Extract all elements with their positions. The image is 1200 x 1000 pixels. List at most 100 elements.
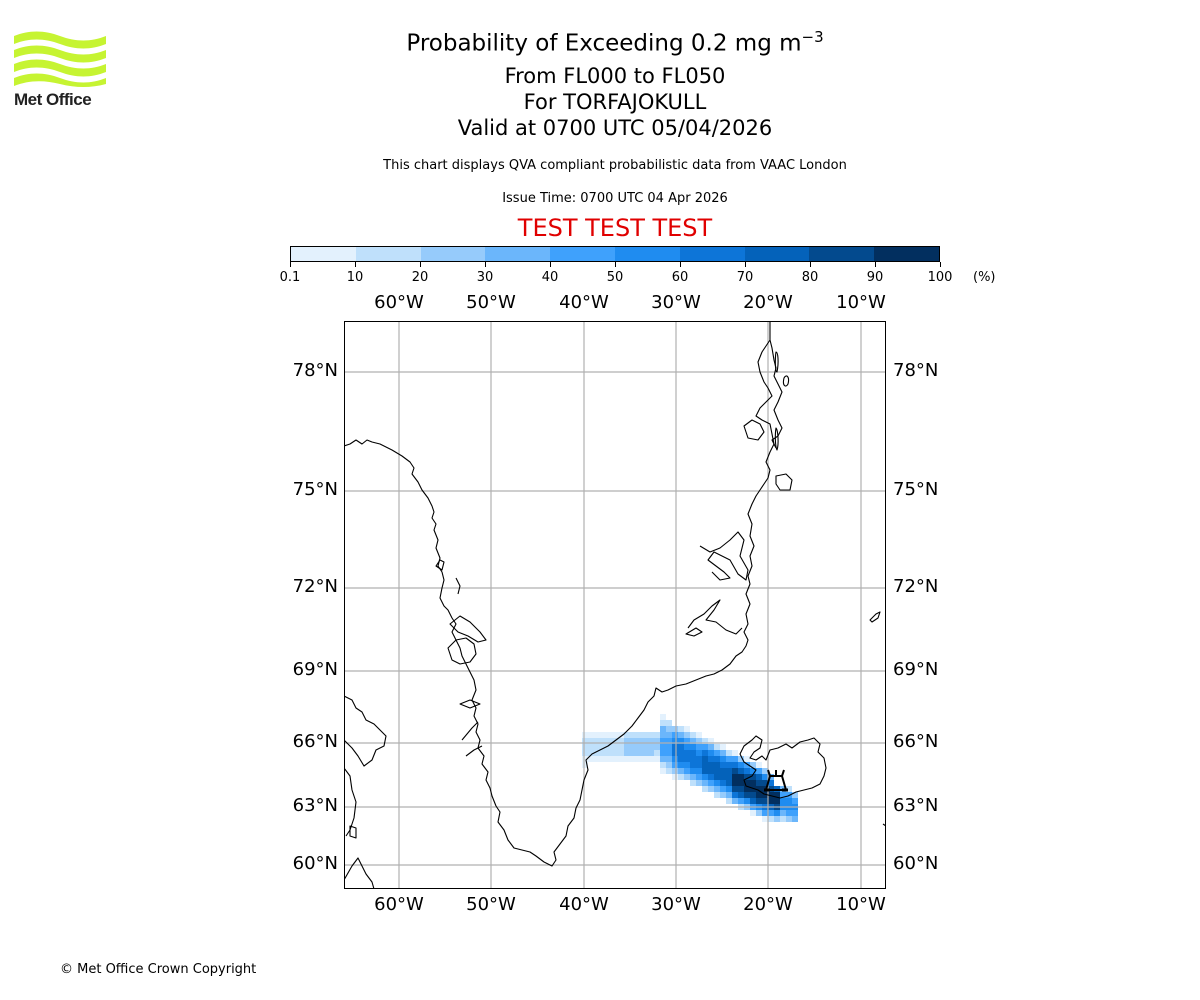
colorbar-tick [354,262,356,267]
plume-cell [594,756,600,762]
plume-cell [618,732,624,738]
plume-cell [684,768,690,774]
plume-cell [672,744,678,750]
plume-cell [612,732,618,738]
plume-cell [606,750,612,756]
plume-cell [642,732,648,738]
colorbar-segment [420,247,486,261]
map-frame [344,321,886,889]
plume-cell [714,768,720,774]
colorbar-tick-label: 10 [346,270,364,285]
colorbar-tick [809,262,811,267]
plume-cell [702,762,708,768]
plume-cell [732,798,738,804]
plume-cell [756,780,762,786]
plume-cell [672,732,678,738]
plume-cell [666,762,672,768]
plume-cell [702,780,708,786]
plume-cell [738,762,744,768]
colorbar-segment [614,247,680,261]
plume-cell [684,774,690,780]
plume-cell [696,756,702,762]
plume-cell [654,732,660,738]
colorbar-tick-label: 90 [866,270,884,285]
issue-time: Issue Time: 0700 UTC 04 Apr 2026 [502,191,728,206]
plume-cell [762,798,768,804]
plume-cell [624,738,630,744]
coastline-island [449,615,487,643]
lat-label-right: 66°N [893,731,939,752]
plume-cell [756,792,762,798]
colorbar-tick-label: 80 [801,270,819,285]
plume-cell [780,792,786,798]
plume-cell [666,768,672,774]
plume-cell [672,750,678,756]
plume-cell [714,774,720,780]
coastline-greenland [344,321,775,867]
plume-cell [714,744,720,750]
plume-cell [696,750,702,756]
plume-cell [708,738,714,744]
plume-cell [708,750,714,756]
plume-cell [762,792,768,798]
plume-cell [702,768,708,774]
volcano-name: For TORFAJOKULL [523,90,707,114]
plume-cell [792,798,798,804]
coastline-island [782,375,790,387]
plume-cell [792,810,798,816]
plume-cell [660,756,666,762]
plume-cell [618,750,624,756]
coastline-fjord [465,745,483,757]
plume-cell [702,774,708,780]
colorbar-tick [614,262,616,267]
plume-cell [672,768,678,774]
plume-cell [678,744,684,750]
colorbar-tick [289,262,291,267]
plume-cell [708,774,714,780]
plume-cell [714,792,720,798]
lat-label-left: 63°N [292,795,338,816]
plume-cell [744,786,750,792]
plume-cell [732,750,738,756]
plume-cell [594,744,600,750]
plume-cell [720,792,726,798]
plume-cell [666,750,672,756]
lat-label-left: 78°N [292,360,338,381]
plume-cell [696,768,702,774]
plume-cell [708,786,714,792]
plume-cell [582,738,588,744]
colorbar-tick [744,262,746,267]
plume-cell [708,768,714,774]
plume-cell [666,756,672,762]
plume-cell [738,786,744,792]
plume-cell [744,798,750,804]
plume-cell [684,750,690,756]
coastline-iceland [739,735,827,799]
plume-cell [774,816,780,822]
plume-cell [678,726,684,732]
plume-cell [618,756,624,762]
plume-cell [774,798,780,804]
plume-cell [786,798,792,804]
plume-cell [636,744,642,750]
plume-cell [762,816,768,822]
plume-cell [654,756,660,762]
plume-cell [732,786,738,792]
colorbar [290,246,940,262]
plume-cell [750,768,756,774]
plume-cell [714,762,720,768]
plume-cell [606,738,612,744]
plume-cell [756,774,762,780]
plume-cell [768,810,774,816]
colorbar-segment [744,247,810,261]
lon-label-top: 60°W [374,292,424,313]
plume-cell [696,732,702,738]
plume-cell [696,738,702,744]
colorbar-segment [809,247,875,261]
lon-label-top: 20°W [743,292,793,313]
colorbar-segment [550,247,615,261]
plume-cell [672,756,678,762]
lon-label-bottom: 50°W [466,894,516,915]
plume-cell [756,768,762,774]
ash-plume [582,714,798,822]
